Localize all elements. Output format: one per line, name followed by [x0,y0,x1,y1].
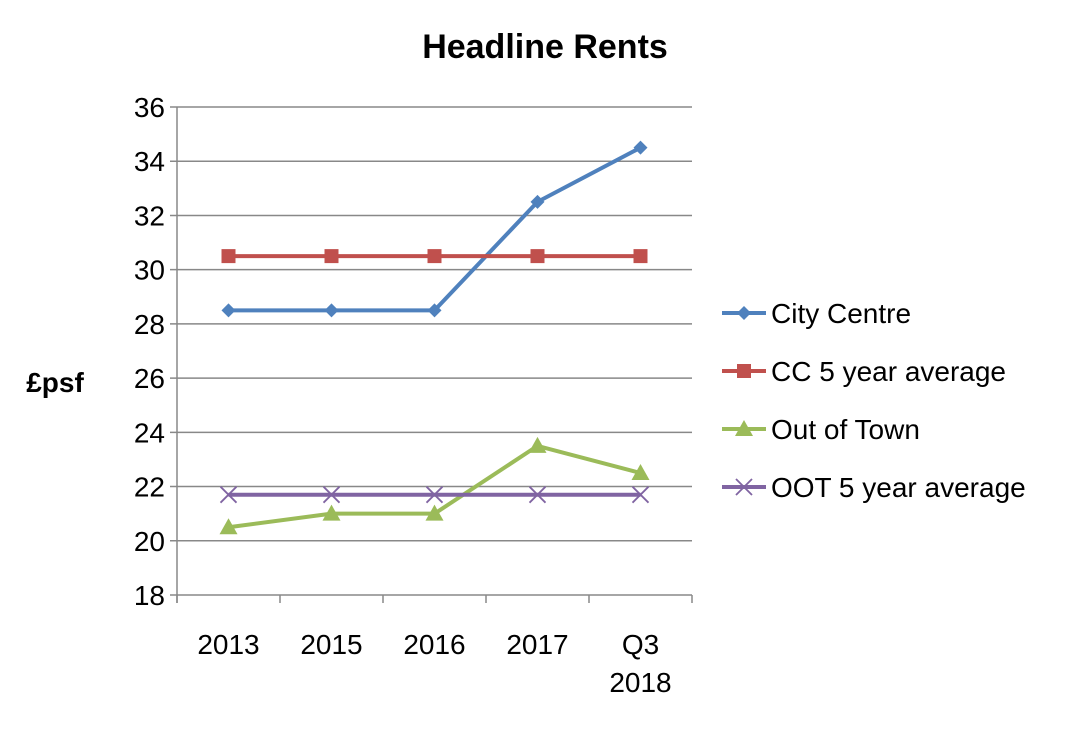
legend-label: Out of Town [771,414,920,445]
legend-marker [735,420,753,436]
y-tick-label: 26 [134,363,165,394]
y-tick-label: 18 [134,580,165,611]
legend-marker [735,478,753,496]
legend-marker [737,306,751,320]
legend-item: City Centre [722,298,911,329]
data-point [633,140,648,155]
series-line [228,145,642,313]
legend-label: OOT 5 year average [771,472,1026,503]
data-point [633,249,648,264]
legend-item: OOT 5 year average [722,472,1026,503]
y-tick-label: 24 [134,417,165,448]
y-tick-label: 22 [134,472,165,503]
data-point [425,486,444,504]
x-tick-label: 2017 [506,629,568,660]
x-tick-label: 2016 [403,629,465,660]
data-point [530,249,545,264]
legend-label: CC 5 year average [771,356,1006,387]
legend-marker [737,364,751,378]
data-point [631,486,650,504]
x-tick-label: Q3 2018 [609,629,671,698]
legend-label: City Centre [771,298,911,329]
data-point [219,486,238,504]
data-point [322,504,341,521]
series-city-centre [221,140,648,318]
x-tick-label: 2013 [197,629,259,660]
series-oot-5-year-average [219,486,650,504]
data-point [324,249,339,264]
y-tick-label: 34 [134,146,165,177]
y-tick-label: 28 [134,309,165,340]
data-point [427,303,442,318]
y-tick-label: 30 [134,255,165,286]
data-point [221,303,236,318]
legend-item: CC 5 year average [722,356,1006,387]
data-point [631,464,650,480]
data-point [324,303,339,318]
data-point [219,518,238,535]
y-tick-label: 32 [134,200,165,231]
data-point [425,504,444,521]
data-point [528,436,547,453]
data-point [221,249,236,264]
y-tick-label: 36 [134,92,165,123]
legend-item: Out of Town [722,414,920,445]
data-point [530,194,545,209]
series-out-of-town [219,436,650,535]
data-point [427,249,442,264]
y-axis-label: £psf [26,367,84,398]
y-tick-label: 20 [134,526,165,557]
chart-title: Headline Rents [422,28,668,66]
series-cc-5-year-average [221,249,648,264]
x-tick-label: 2015 [300,629,362,660]
data-point [322,486,341,504]
data-point [528,486,547,504]
